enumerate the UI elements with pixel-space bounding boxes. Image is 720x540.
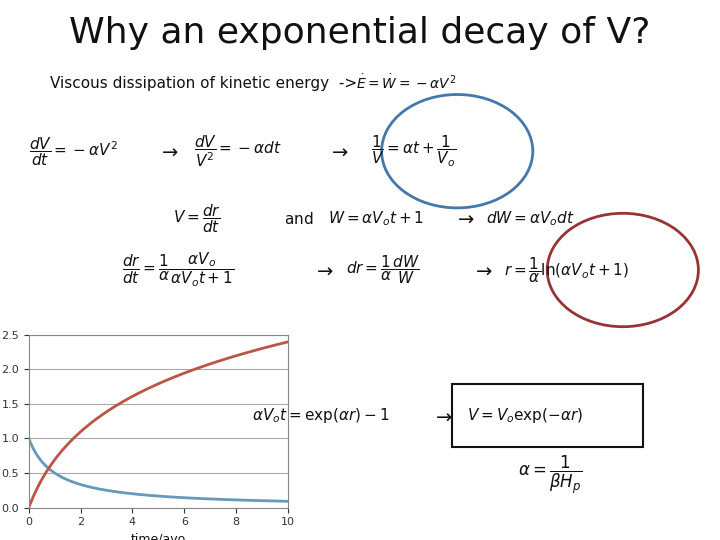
Text: $\dfrac{dV}{V^2}=-\alpha dt$: $\dfrac{dV}{V^2}=-\alpha dt$ <box>194 133 282 169</box>
Text: $\rightarrow$: $\rightarrow$ <box>328 141 348 161</box>
Text: $dW=\alpha V_o dt$: $dW=\alpha V_o dt$ <box>486 210 575 228</box>
Text: $V=\dfrac{dr}{dt}$: $V=\dfrac{dr}{dt}$ <box>173 202 221 235</box>
Text: $V=V_o\exp(-\alpha r)$: $V=V_o\exp(-\alpha r)$ <box>467 406 583 426</box>
Text: $\dot{E}=\dot{W}=-\alpha V^2$: $\dot{E}=\dot{W}=-\alpha V^2$ <box>356 73 456 92</box>
Text: $\mathrm{and}$: $\mathrm{and}$ <box>284 211 314 227</box>
Text: $W=\alpha V_o t+1$: $W=\alpha V_o t+1$ <box>328 210 424 228</box>
Text: $\rightarrow$: $\rightarrow$ <box>313 260 334 280</box>
X-axis label: time/avo: time/avo <box>131 533 186 540</box>
Text: $\rightarrow$: $\rightarrow$ <box>472 260 492 280</box>
Text: $\rightarrow$: $\rightarrow$ <box>432 406 453 426</box>
Text: $dr=\dfrac{1}{\alpha}\dfrac{dW}{W}$: $dr=\dfrac{1}{\alpha}\dfrac{dW}{W}$ <box>346 254 420 286</box>
Text: $\rightarrow$: $\rightarrow$ <box>158 141 179 161</box>
Text: $\alpha V_o t=\exp(\alpha r)-1$: $\alpha V_o t=\exp(\alpha r)-1$ <box>252 406 390 426</box>
Text: Why an exponential decay of V?: Why an exponential decay of V? <box>69 16 651 50</box>
Text: $r=\dfrac{1}{\alpha}\ln(\alpha V_o t+1)$: $r=\dfrac{1}{\alpha}\ln(\alpha V_o t+1)$ <box>504 255 629 285</box>
Text: $\dfrac{dr}{dt}=\dfrac{1}{\alpha}\dfrac{\alpha V_o}{\alpha V_o t+1}$: $\dfrac{dr}{dt}=\dfrac{1}{\alpha}\dfrac{… <box>122 251 235 289</box>
Text: $\dfrac{dV}{dt}=-\alpha V^2$: $\dfrac{dV}{dt}=-\alpha V^2$ <box>29 135 117 167</box>
Text: $\dfrac{1}{V}=\alpha t+\dfrac{1}{V_o}$: $\dfrac{1}{V}=\alpha t+\dfrac{1}{V_o}$ <box>371 133 456 169</box>
Text: Viscous dissipation of kinetic energy  ->: Viscous dissipation of kinetic energy -> <box>50 76 358 91</box>
Text: $\rightarrow$: $\rightarrow$ <box>454 209 474 228</box>
Text: $\alpha=\dfrac{1}{\beta H_p}$: $\alpha=\dfrac{1}{\beta H_p}$ <box>518 454 582 496</box>
